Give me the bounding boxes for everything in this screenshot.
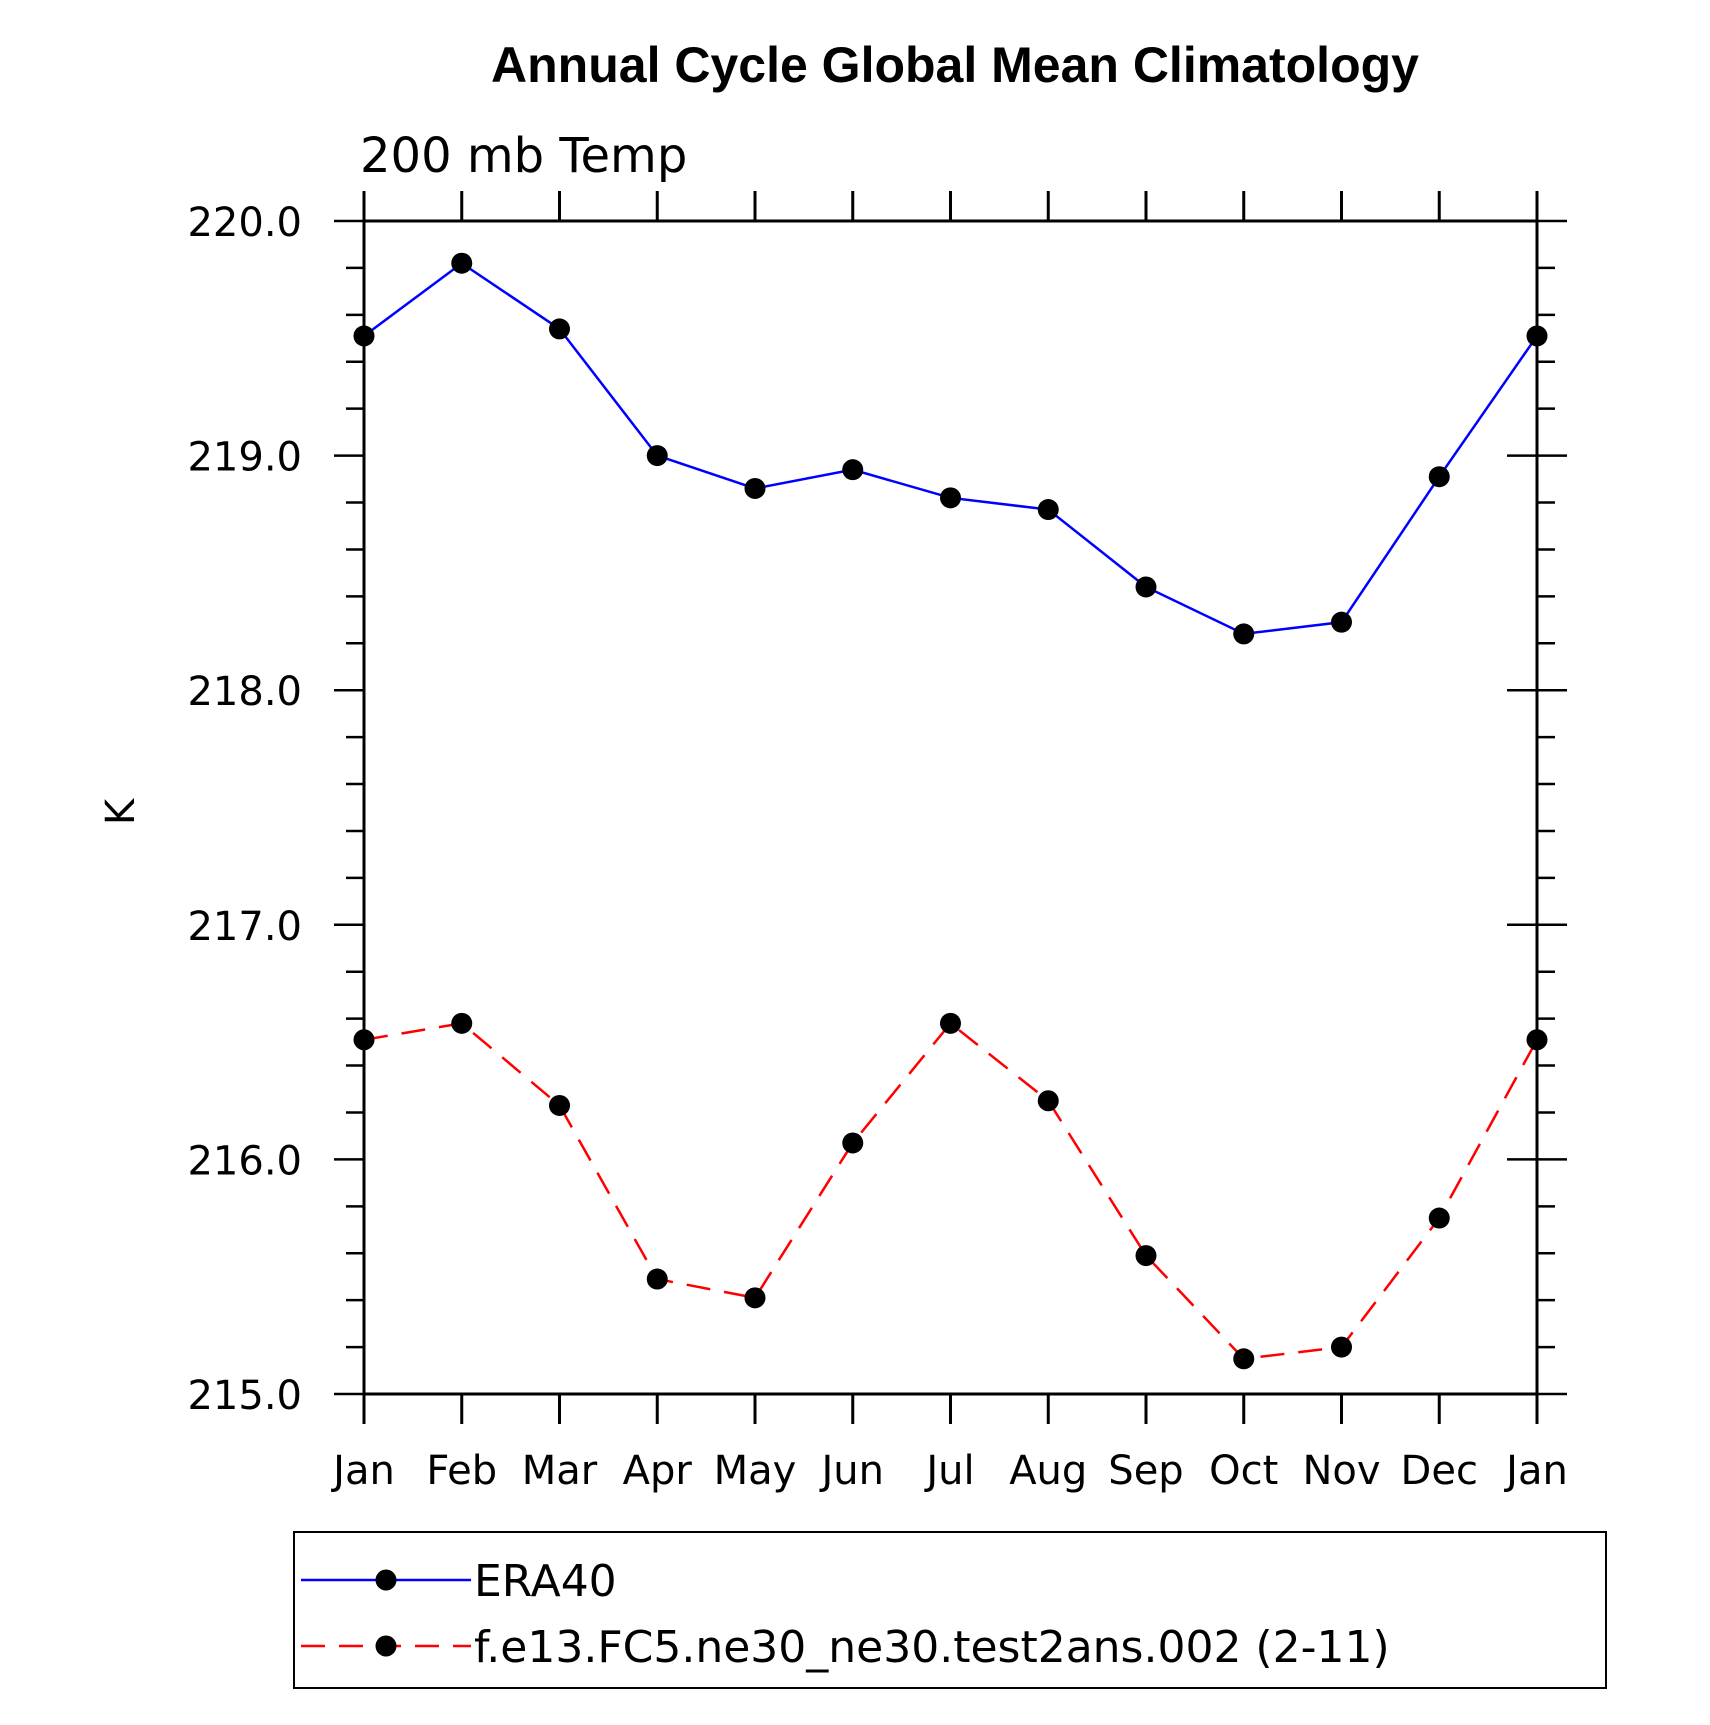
data-point	[1135, 1245, 1157, 1267]
data-point	[1037, 499, 1059, 521]
legend: ERA40 f.e13.FC5.ne30_ne30.test2ans.002 (2…	[293, 1531, 1607, 1689]
legend-frame	[293, 1531, 1607, 1689]
legend-marker	[375, 1569, 397, 1591]
data-point	[1331, 611, 1352, 633]
tick-labels: Jan Feb Mar Apr May Jun Jul Aug Sep Oct Nov Dec Jan 2…	[187, 200, 1567, 1494]
x-tick-label: Oct	[1209, 1448, 1278, 1494]
data-point	[1331, 1336, 1352, 1358]
x-tick-label: Jun	[819, 1448, 885, 1494]
y-tick-label: 220.0	[187, 200, 302, 246]
tick-marks	[334, 191, 1567, 1424]
series-line	[363, 261, 1539, 636]
y-tick-label: 215.0	[187, 1373, 302, 1419]
data-point	[744, 477, 766, 499]
data-point	[353, 325, 375, 347]
series-layer	[353, 252, 1548, 1370]
data-point	[744, 1287, 766, 1309]
chart-title: Annual Cycle Global Mean Climatology	[491, 37, 1419, 93]
data-point	[1428, 466, 1450, 488]
x-tick-label: May	[714, 1448, 797, 1494]
y-tick-label: 218.0	[187, 669, 302, 715]
data-point	[353, 1029, 375, 1051]
x-tick-label: Apr	[623, 1448, 693, 1494]
x-tick-label: Jan	[330, 1448, 395, 1494]
data-point	[646, 445, 668, 467]
legend-marker	[375, 1635, 397, 1657]
data-point	[549, 318, 570, 340]
x-tick-label: Aug	[1009, 1448, 1087, 1494]
plot-frame	[362, 219, 1539, 1396]
data-point	[646, 1268, 668, 1290]
y-tick-label: 217.0	[187, 904, 302, 950]
x-tick-label: Sep	[1108, 1448, 1183, 1494]
data-point	[940, 487, 961, 509]
data-point	[1233, 1348, 1255, 1370]
data-point	[1233, 623, 1255, 645]
data-point	[940, 1012, 961, 1034]
y-axis-label: K	[98, 797, 144, 825]
data-point	[842, 1132, 864, 1154]
y-tick-label: 216.0	[187, 1138, 302, 1184]
data-point	[549, 1094, 570, 1116]
y-tick-label: 219.0	[187, 435, 302, 481]
legend-label: ERA40	[474, 1556, 617, 1607]
data-point	[451, 1012, 473, 1034]
x-tick-label: Jan	[1503, 1448, 1568, 1494]
data-point	[1526, 325, 1548, 347]
data-point	[1428, 1207, 1450, 1229]
data-point	[1037, 1090, 1059, 1112]
series-line	[363, 1021, 1539, 1361]
x-tick-label: Mar	[522, 1448, 598, 1494]
legend-label: f.e13.FC5.ne30_ne30.test2ans.002 (2-11)	[474, 1622, 1390, 1673]
x-tick-label: Nov	[1302, 1448, 1380, 1494]
data-point	[842, 459, 864, 481]
x-tick-label: Dec	[1401, 1448, 1478, 1494]
x-tick-label: Feb	[426, 1448, 497, 1494]
data-point	[1135, 576, 1157, 598]
data-point	[451, 252, 473, 274]
x-tick-label: Jul	[923, 1448, 974, 1494]
chart-subtitle: 200 mb Temp	[360, 128, 687, 184]
data-point	[1526, 1029, 1548, 1051]
